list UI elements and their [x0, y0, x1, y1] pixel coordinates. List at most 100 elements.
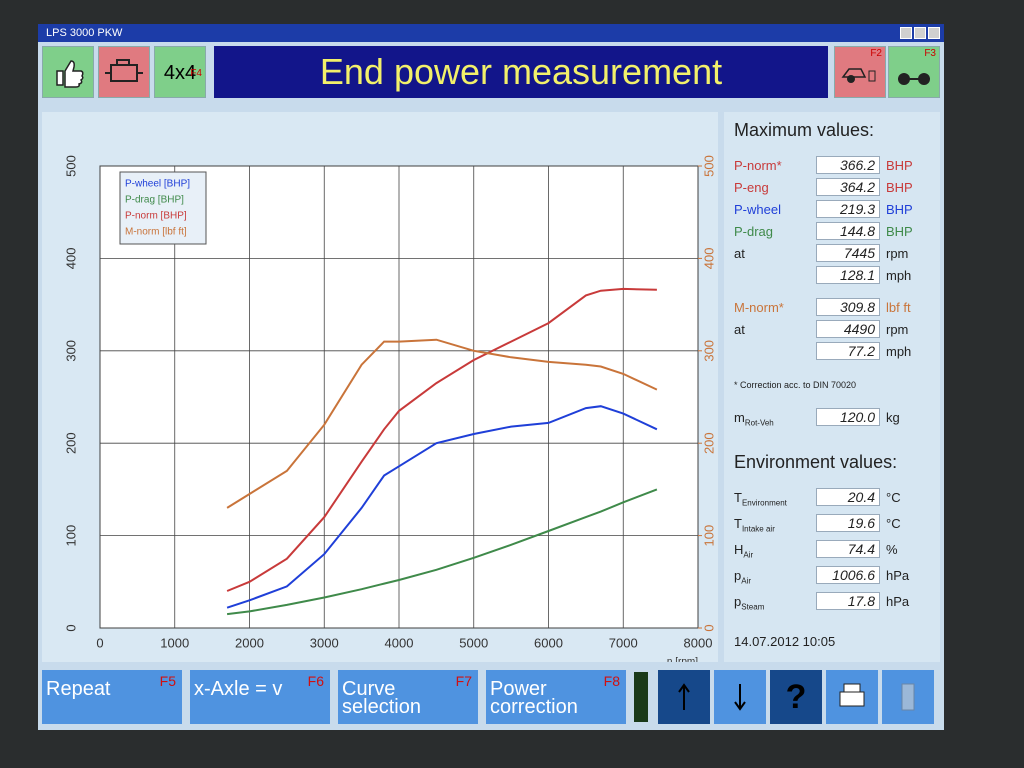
screen-title: End power measurement: [214, 46, 828, 98]
legend-entry: P-norm [BHP]: [125, 211, 187, 222]
x-tick-label: 4000: [385, 635, 414, 650]
print-button[interactable]: [826, 670, 878, 724]
label-main: T: [734, 516, 742, 531]
door-icon: [901, 683, 915, 711]
row-value: 128.1: [816, 266, 880, 284]
function-button[interactable]: Power correction F8: [486, 670, 626, 724]
row-label: P-drag: [734, 224, 773, 239]
button-label: Power correction: [490, 678, 578, 718]
thumbs-up-icon: [56, 60, 84, 88]
value-row: pSteam 17.8 hPa: [734, 592, 934, 612]
row-unit: BHP: [886, 202, 913, 217]
x-tick-label: 5000: [459, 635, 488, 650]
row-value: 19.6: [816, 514, 880, 532]
row-unit: BHP: [886, 158, 913, 173]
legend-entry: P-drag [BHP]: [125, 195, 184, 206]
function-button[interactable]: Repeat F5: [42, 670, 182, 724]
series-line: [226, 405, 658, 609]
label-main: at: [734, 322, 745, 337]
row-unit: mph: [886, 268, 912, 283]
up-icon: [678, 683, 690, 710]
down-button[interactable]: [714, 670, 766, 724]
row-value: 4490: [816, 320, 880, 338]
x-tick-label: 3000: [310, 635, 339, 650]
row-label: at: [734, 322, 745, 337]
function-key: F6: [307, 673, 324, 689]
row-value: 7445: [816, 244, 880, 262]
function-key: F4: [190, 68, 202, 79]
x-tick-label: 7000: [609, 635, 638, 650]
up-button[interactable]: [658, 670, 710, 724]
engine-button[interactable]: [98, 46, 150, 98]
function-button[interactable]: Curve selection F7: [338, 670, 478, 724]
close-button[interactable]: [928, 27, 940, 39]
row-unit: BHP: [886, 224, 913, 239]
window-title: LPS 3000 PKW: [38, 24, 944, 42]
label-sub: Air: [743, 550, 754, 560]
maximize-button[interactable]: [914, 27, 926, 39]
row-unit: rpm: [886, 246, 909, 261]
function-key: F7: [455, 673, 472, 689]
label-main: M-norm*: [734, 300, 784, 315]
row-value: 309.8: [816, 298, 880, 316]
series-line: [226, 287, 657, 592]
x-tick-label: 6000: [534, 635, 563, 650]
button-label: 4x4: [163, 62, 197, 84]
left-mode-button[interactable]: F2: [834, 46, 886, 98]
label-main: m: [734, 410, 745, 425]
y-tick-label: 300: [63, 340, 78, 362]
row-unit: °C: [886, 516, 901, 531]
values-panel: Maximum values: P-norm* 366.2 BHP P-eng 364.…: [724, 112, 940, 662]
y2-tick-label: 0: [701, 624, 716, 631]
y-tick-label: 400: [63, 248, 78, 270]
row-label: P-norm*: [734, 158, 782, 173]
help-label: ?: [785, 678, 807, 716]
y-tick-label: 100: [63, 525, 78, 547]
y-tick-label: 200: [63, 432, 78, 454]
function-key: F2: [870, 48, 882, 59]
row-label: pAir: [734, 568, 751, 586]
value-row: M-norm* 309.8 lbf ft: [734, 298, 934, 318]
label-main: p: [734, 568, 742, 583]
minimize-button[interactable]: [900, 27, 912, 39]
value-row: P-drag 144.8 BHP: [734, 222, 934, 242]
button-label: x-Axle = v: [194, 678, 283, 700]
header: 4x4 F4 End power measurement F2 F3: [38, 42, 944, 106]
function-key: F8: [603, 673, 620, 689]
chart: 0 1000 2000 3000 4000 5000 6000 7000 80000100200…: [63, 155, 716, 662]
row-unit: BHP: [886, 180, 913, 195]
row-label: HAir: [734, 542, 753, 560]
function-key: F3: [924, 48, 936, 59]
row-value: 77.2: [816, 342, 880, 360]
value-row: HAir 74.4%: [734, 540, 934, 560]
row-label: TIntake air: [734, 516, 775, 534]
row-value: 144.8: [816, 222, 880, 240]
ok-button[interactable]: [42, 46, 94, 98]
legend-box: [119, 171, 207, 245]
4x4-button[interactable]: 4x4 F4: [154, 46, 206, 98]
row-label: at: [734, 246, 745, 261]
row-value: 364.2: [816, 178, 880, 196]
value-row: pAir 1006.6 hPa: [734, 566, 934, 586]
row-value: 17.8: [816, 592, 880, 610]
right-mode-button[interactable]: F3: [888, 46, 940, 98]
row-unit: hPa: [886, 594, 910, 609]
value-row: 128.1 mph: [734, 266, 934, 286]
help-button[interactable]: ?: [770, 670, 822, 724]
row-value: 74.4: [816, 540, 880, 558]
y2-tick-label: 200: [701, 432, 716, 454]
x-tick-label: 1000: [160, 635, 189, 650]
function-button[interactable]: x-Axle = v F6: [190, 670, 330, 724]
row-unit: rpm: [886, 322, 909, 337]
series-line: [226, 338, 658, 509]
value-row: at 4490 rpm: [734, 320, 934, 340]
row-value: 20.4: [816, 488, 880, 506]
row-unit: lbf ft: [886, 300, 911, 315]
label-sub: Steam: [741, 602, 765, 612]
function-key: F5: [159, 673, 176, 689]
x-tick-label: 2000: [235, 635, 264, 650]
exit-button[interactable]: [882, 670, 934, 724]
row-value: 120.0: [816, 408, 880, 426]
value-row: TIntake air 19.6 °C: [734, 514, 934, 534]
y-tick-label: 0: [63, 624, 78, 631]
